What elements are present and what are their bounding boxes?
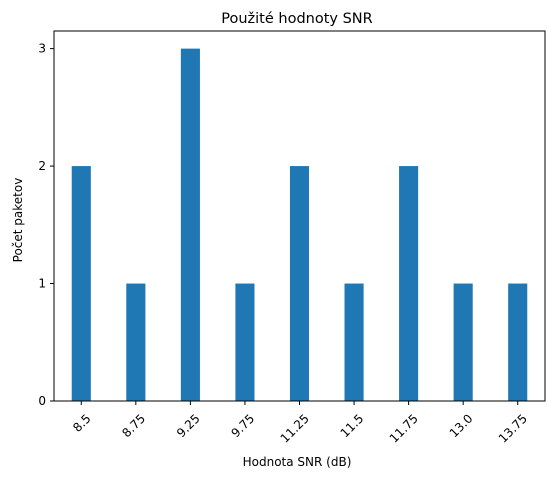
bar-8.5 (71, 166, 91, 401)
x-tick-label: 9.25 (174, 411, 203, 440)
bar-13.0 (453, 283, 473, 401)
x-tick-label: 11.75 (387, 411, 421, 445)
bar-11.75 (399, 166, 419, 401)
bar-9.75 (235, 283, 255, 401)
bars-layer (71, 48, 528, 401)
x-tick-label: 9.75 (228, 411, 257, 440)
y-axis-label: Počet paketov (11, 178, 25, 263)
y-tick-label: 3 (38, 42, 46, 56)
y-tick-label: 2 (38, 159, 46, 173)
chart-title: Použité hodnoty SNR (221, 11, 372, 27)
x-tick-label: 13.0 (447, 411, 476, 440)
bar-11.5 (344, 283, 364, 401)
x-tick-label: 8.75 (119, 411, 148, 440)
x-tick-label: 11.5 (338, 411, 367, 440)
x-tick-label: 13.75 (496, 411, 530, 445)
bar-11.25 (289, 166, 310, 401)
x-tick-label: 8.5 (70, 411, 93, 434)
bar-13.75 (508, 283, 528, 401)
x-axis-label: Hodnota SNR (dB) (243, 455, 352, 469)
x-tick-label: 11.25 (278, 411, 312, 445)
y-tick-label: 1 (38, 277, 46, 291)
y-tick-label: 0 (38, 394, 46, 408)
bar-9.25 (180, 48, 200, 401)
bar-8.75 (126, 283, 146, 401)
